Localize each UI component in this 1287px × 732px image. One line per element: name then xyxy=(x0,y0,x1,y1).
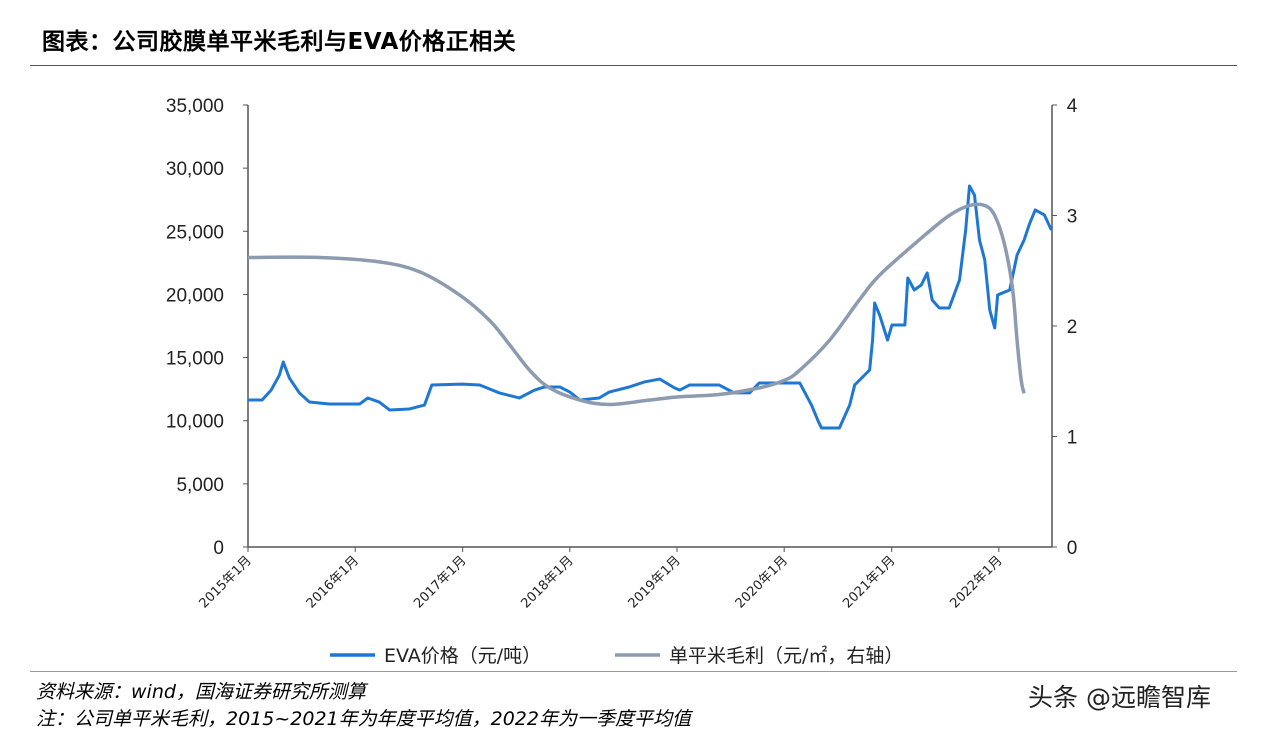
series-eva-price-line xyxy=(248,184,1053,430)
right-tick-label: 2 xyxy=(1067,317,1078,338)
chart-title: 图表：公司胶膜单平米毛利与EVA价格正相关 xyxy=(42,29,517,55)
left-tick-label: 30,000 xyxy=(166,159,224,180)
left-tick-label: 35,000 xyxy=(166,96,224,117)
left-tick-label: 5,000 xyxy=(176,475,224,496)
x-tick-label: 2018年1月 xyxy=(518,553,576,611)
left-tick-label: 0 xyxy=(213,538,224,559)
x-tick-label: 2020年1月 xyxy=(733,553,791,611)
right-tick-label: 3 xyxy=(1067,207,1078,228)
x-tick-label: 2016年1月 xyxy=(304,553,362,611)
right-tick-label: 1 xyxy=(1067,428,1078,449)
left-tick-label: 25,000 xyxy=(166,222,224,243)
remark-note: 注：公司单平米毛利，2015~2021年为年度平均值，2022年为一季度平均值 xyxy=(36,708,691,730)
legend-label: EVA价格（元/吨） xyxy=(384,645,541,667)
x-tick-label: 2017年1月 xyxy=(411,553,469,611)
left-tick-label: 15,000 xyxy=(166,349,224,370)
legend-label: 单平米毛利（元/㎡，右轴） xyxy=(669,644,903,667)
right-tick-label: 0 xyxy=(1067,538,1078,559)
x-tick-label: 2015年1月 xyxy=(197,553,255,611)
source-note: 资料来源：wind，国海证券研究所测算 xyxy=(36,681,366,703)
x-tick-label: 2019年1月 xyxy=(626,553,684,611)
series-margin-line xyxy=(247,202,1026,407)
right-tick-label: 4 xyxy=(1067,96,1078,117)
x-tick-label: 2022年1月 xyxy=(947,553,1005,611)
left-tick-label: 10,000 xyxy=(166,412,224,433)
x-tick-label: 2021年1月 xyxy=(840,553,898,611)
left-tick-label: 20,000 xyxy=(166,285,224,306)
footer-divider xyxy=(30,671,1237,672)
title-divider xyxy=(30,65,1237,66)
watermark: 头条 @远瞻智库 xyxy=(1028,683,1211,712)
